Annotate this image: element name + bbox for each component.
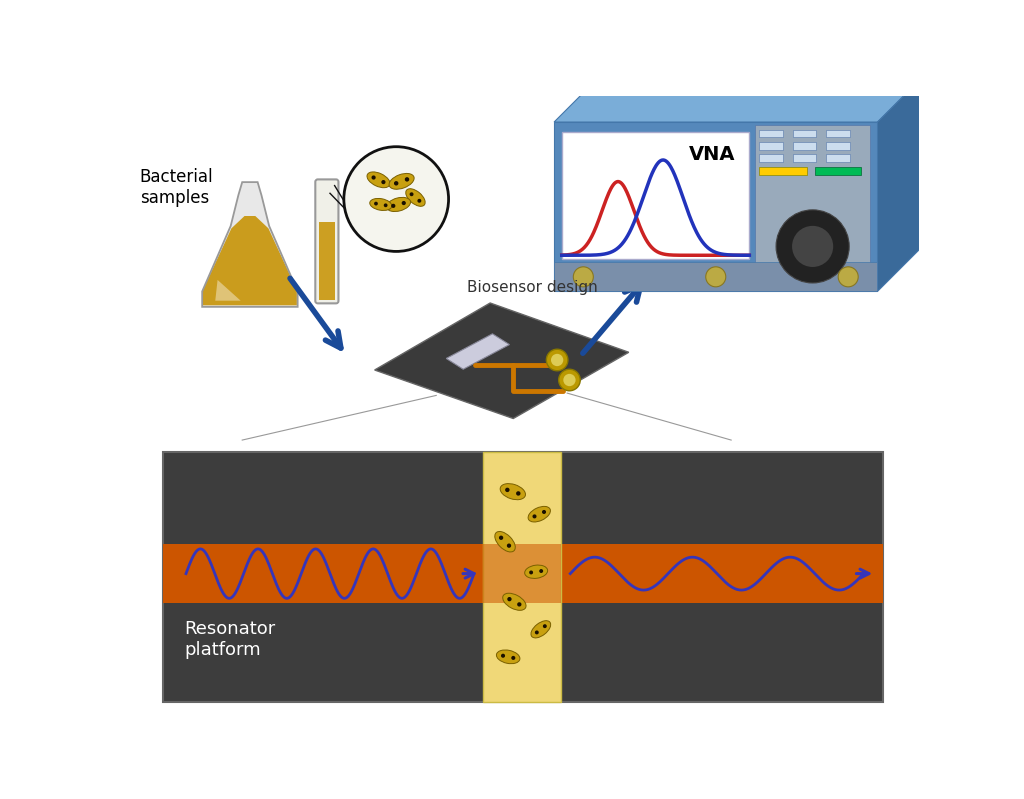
Circle shape bbox=[517, 602, 521, 606]
Polygon shape bbox=[375, 303, 629, 419]
Bar bbox=[163, 544, 483, 603]
Text: Bacterial
samples: Bacterial samples bbox=[140, 169, 213, 207]
Circle shape bbox=[776, 210, 849, 283]
Circle shape bbox=[404, 177, 410, 181]
Ellipse shape bbox=[500, 483, 525, 499]
Circle shape bbox=[384, 204, 387, 207]
Circle shape bbox=[507, 597, 512, 602]
Circle shape bbox=[551, 354, 563, 366]
Text: Biosensor design: Biosensor design bbox=[467, 280, 598, 296]
Circle shape bbox=[559, 369, 581, 391]
Polygon shape bbox=[203, 216, 297, 305]
Circle shape bbox=[706, 267, 726, 287]
FancyBboxPatch shape bbox=[315, 180, 339, 304]
Circle shape bbox=[401, 201, 406, 205]
Bar bbox=[756, 125, 869, 287]
Circle shape bbox=[563, 374, 575, 386]
Bar bbox=[760, 129, 783, 137]
Circle shape bbox=[543, 624, 547, 628]
Circle shape bbox=[511, 656, 515, 660]
Bar bbox=[760, 168, 807, 175]
Ellipse shape bbox=[503, 593, 526, 610]
Circle shape bbox=[507, 543, 511, 548]
Bar bbox=[483, 544, 561, 603]
Bar bbox=[793, 154, 816, 162]
Ellipse shape bbox=[406, 189, 425, 206]
Bar bbox=[483, 451, 561, 702]
Polygon shape bbox=[878, 80, 920, 292]
Bar bbox=[760, 142, 783, 149]
Bar bbox=[826, 129, 850, 137]
Circle shape bbox=[505, 487, 510, 492]
Ellipse shape bbox=[370, 198, 392, 210]
Polygon shape bbox=[202, 182, 298, 307]
Bar bbox=[793, 129, 816, 137]
Polygon shape bbox=[215, 280, 241, 300]
Circle shape bbox=[573, 267, 593, 287]
Polygon shape bbox=[446, 334, 509, 369]
Bar bbox=[561, 544, 883, 603]
Ellipse shape bbox=[495, 531, 515, 552]
Ellipse shape bbox=[524, 565, 548, 578]
Bar bbox=[793, 142, 816, 149]
Circle shape bbox=[372, 176, 376, 180]
Circle shape bbox=[499, 535, 503, 540]
Text: Resonator
platform: Resonator platform bbox=[184, 620, 275, 658]
Ellipse shape bbox=[497, 650, 520, 664]
Circle shape bbox=[391, 204, 395, 208]
Circle shape bbox=[839, 267, 858, 287]
Circle shape bbox=[418, 199, 421, 203]
FancyBboxPatch shape bbox=[163, 451, 883, 702]
Circle shape bbox=[381, 180, 385, 185]
Bar bbox=[826, 142, 850, 149]
Circle shape bbox=[529, 570, 534, 574]
Circle shape bbox=[535, 630, 539, 634]
Ellipse shape bbox=[531, 621, 551, 638]
Circle shape bbox=[410, 193, 414, 197]
Text: VNA: VNA bbox=[688, 145, 735, 165]
Circle shape bbox=[540, 569, 543, 573]
Bar bbox=[554, 262, 878, 292]
Circle shape bbox=[394, 181, 398, 185]
Polygon shape bbox=[554, 80, 920, 122]
Bar bbox=[760, 154, 783, 162]
Bar bbox=[815, 168, 860, 175]
Circle shape bbox=[344, 147, 449, 252]
Circle shape bbox=[532, 515, 537, 519]
Circle shape bbox=[501, 654, 505, 658]
Circle shape bbox=[542, 510, 546, 514]
Ellipse shape bbox=[389, 173, 414, 189]
Circle shape bbox=[374, 201, 378, 205]
Ellipse shape bbox=[367, 172, 390, 188]
Bar bbox=[562, 132, 750, 259]
Ellipse shape bbox=[528, 507, 551, 522]
Bar bbox=[319, 222, 335, 300]
Circle shape bbox=[547, 349, 568, 371]
Circle shape bbox=[516, 491, 520, 495]
Circle shape bbox=[792, 226, 834, 267]
Bar bbox=[554, 122, 878, 292]
Bar bbox=[826, 154, 850, 162]
Ellipse shape bbox=[386, 197, 411, 212]
